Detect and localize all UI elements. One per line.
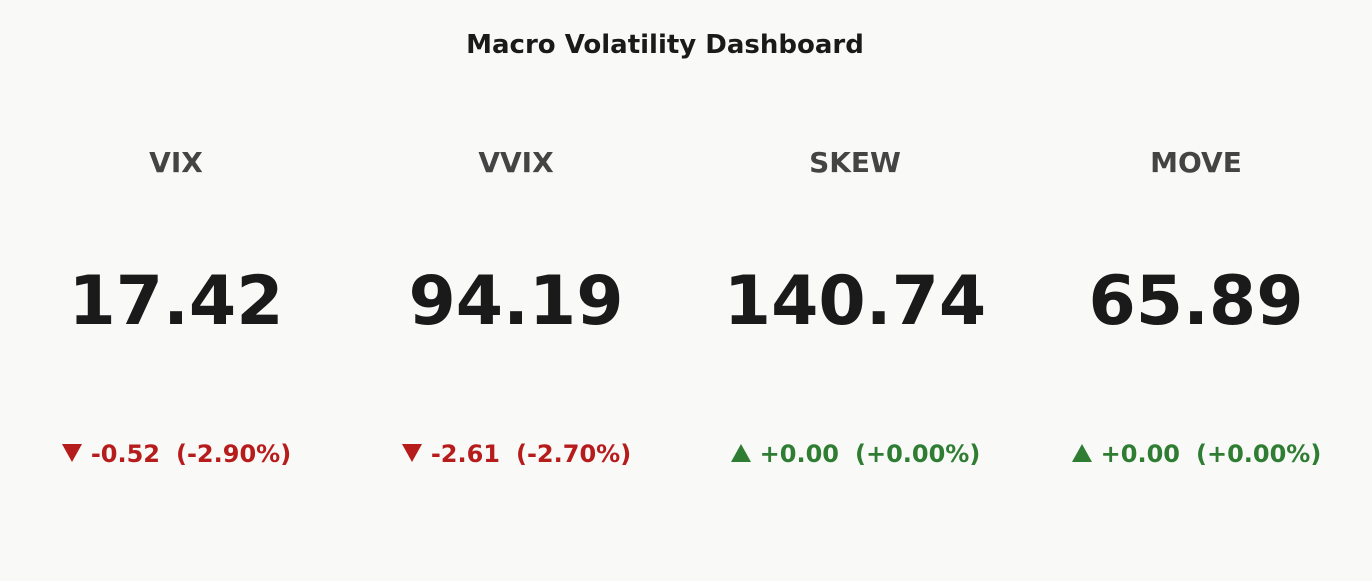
delta-percent: (+0.00%) [855,440,981,468]
delta-value: +0.00 [1100,440,1180,468]
indicator-name: VIX [149,146,203,179]
delta: -2.61 (-2.70%) [346,440,686,468]
delta: +0.00 (+0.00%) [685,440,1025,468]
delta-value: -2.61 [430,440,500,468]
indicator-value: 140.74 [723,262,987,341]
arrow-shape [401,444,422,462]
indicator-value: 65.89 [1088,262,1304,341]
indicator-value: 94.19 [408,262,624,341]
arrow-shape [1071,444,1092,462]
delta-value: +0.00 [759,440,839,468]
delta-percent: (-2.70%) [516,440,632,468]
title: Macro Volatility Dashboard [466,30,864,60]
indicator-value: 17.42 [68,262,284,341]
delta-percent: (+0.00%) [1196,440,1322,468]
delta: -0.52 (-2.90%) [6,440,346,468]
indicator: VIX 17.42 -0.52 (-2.90%) [6,0,346,581]
up-arrow [1071,444,1092,462]
arrow-shape [61,444,82,462]
indicator-name: VVIX [478,146,554,179]
indicator: SKEW 140.74 +0.00 (+0.00%) [685,0,1025,581]
down-arrow [401,444,422,462]
delta-percent: (-2.90%) [176,440,292,468]
indicator: MOVE 65.89 +0.00 (+0.00%) [1026,0,1366,581]
up-arrow [730,444,751,462]
down-arrow [61,444,82,462]
indicator-name: MOVE [1150,146,1242,179]
indicator: VVIX 94.19 -2.61 (-2.70%) [346,0,686,581]
indicator-name: SKEW [809,146,901,179]
arrow-shape [730,444,751,462]
delta-value: -0.52 [90,440,160,468]
delta: +0.00 (+0.00%) [1026,440,1366,468]
